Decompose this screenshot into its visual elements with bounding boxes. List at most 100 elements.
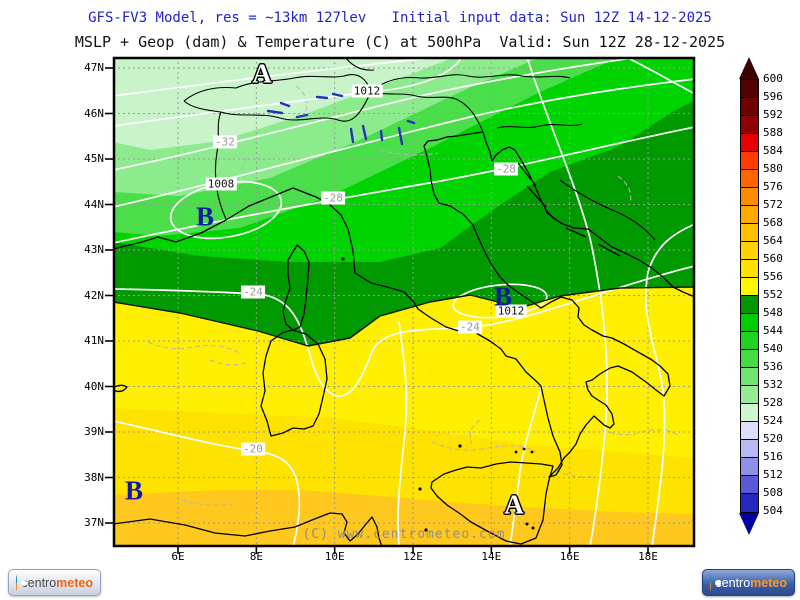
- colorbar-tick-label: 560: [763, 252, 783, 265]
- colorbar-segment: [741, 296, 758, 314]
- geopotential-552-boundary: [113, 286, 695, 347]
- contour-label-pressure: 1012: [351, 84, 383, 98]
- colorbar-segment: [741, 404, 758, 422]
- colorbar-segment: [741, 350, 758, 368]
- lon-label: 16E: [559, 550, 580, 563]
- lat-label: 44N: [84, 197, 104, 211]
- lat-label: 39N: [84, 425, 104, 438]
- coastlines: [113, 57, 695, 547]
- colorbar-tick-label: 552: [763, 288, 783, 301]
- colorbar: [740, 79, 759, 513]
- lon-label: 6E: [171, 550, 185, 563]
- geopotential-fill-layer: [113, 57, 695, 547]
- colorbar-segment: [741, 458, 758, 476]
- colorbar-tick-label: 592: [763, 108, 783, 121]
- chart-subtitle: MSLP + Geop (dam) & Temperature (C) at 5…: [74, 33, 726, 51]
- colorbar-tick-label: 512: [763, 468, 783, 481]
- colorbar-tick-label: 600: [763, 72, 783, 85]
- weather-map: [105, 56, 696, 554]
- colorbar-tick-label: 532: [763, 378, 783, 391]
- lat-label: 41N: [84, 334, 104, 347]
- lat-label: 46N: [84, 106, 104, 120]
- centrometeo-swirl-icon: [710, 574, 726, 591]
- colorbar-arrow-bottom: [739, 513, 759, 535]
- colorbar-segment: [741, 188, 758, 206]
- lat-label: 37N: [84, 516, 104, 529]
- contour-label-temp: -28: [321, 191, 345, 205]
- logo-text-meteo: meteo: [56, 575, 93, 590]
- contour-label-temp: -24: [458, 320, 482, 334]
- colorbar-tick-label: 520: [763, 432, 783, 445]
- contour-label-pressure: 1008: [205, 177, 237, 191]
- colorbar-tick-label: 568: [763, 216, 783, 229]
- lat-label: 38N: [84, 470, 104, 484]
- colorbar-segment: [741, 278, 758, 296]
- centrometeo-logo-left[interactable]: centro meteo: [8, 569, 101, 596]
- colorbar-tick-label: 516: [763, 450, 783, 463]
- colorbar-tick-label: 504: [763, 504, 783, 517]
- colorbar-tick-label: 580: [763, 162, 783, 175]
- low-pressure-marker: B: [124, 475, 144, 506]
- lon-label: 12E: [403, 550, 423, 563]
- lat-label: 42N: [84, 288, 104, 302]
- colorbar-segment: [741, 98, 758, 116]
- colorbar-segment: [741, 422, 758, 440]
- colorbar-segment: [741, 242, 758, 260]
- lat-label: 40N: [84, 379, 104, 393]
- map-border: [112, 56, 696, 548]
- colorbar-tick-label: 540: [763, 342, 783, 355]
- colorbar-tick-label: 584: [763, 144, 783, 157]
- colorbar-tick-label: 572: [763, 198, 783, 211]
- watermark: (C) www.centrometeo.com: [302, 527, 506, 542]
- logo-text-centro: centro: [21, 575, 57, 590]
- colorbar-tick-label: 576: [763, 180, 783, 193]
- colorbar-segment: [741, 170, 758, 188]
- colorbar-tick-label: 596: [763, 90, 783, 103]
- lakes: [266, 92, 416, 146]
- colorbar-segment: [741, 260, 758, 278]
- colorbar-segment: [741, 440, 758, 458]
- colorbar-segment: [741, 224, 758, 242]
- colorbar-segment: [741, 332, 758, 350]
- high-pressure-marker: A: [504, 489, 524, 520]
- centrometeo-logo-right[interactable]: centro meteo: [702, 569, 795, 596]
- model-run-title: GFS-FV3 Model, res = ~13km 127lev Initia…: [88, 10, 712, 26]
- colorbar-tick-label: 548: [763, 306, 783, 319]
- colorbar-tick-label: 564: [763, 234, 783, 247]
- colorbar-tick-label: 588: [763, 126, 783, 139]
- centrometeo-swirl-icon: [16, 574, 32, 591]
- colorbar-segment: [741, 368, 758, 386]
- river-lines: [147, 85, 679, 506]
- colorbar-arrow-top: [739, 57, 759, 79]
- colorbar-segment: [741, 476, 758, 494]
- contour-label-temp: -20: [241, 442, 265, 456]
- axis-ticks: [105, 67, 649, 554]
- colorbar-segment: [741, 314, 758, 332]
- contour-label-temp: -32: [213, 135, 237, 149]
- lat-label: 47N: [84, 61, 104, 74]
- colorbar-segment: [741, 116, 758, 134]
- low-pressure-marker: B: [493, 281, 513, 312]
- colorbar-tick-label: 556: [763, 270, 783, 283]
- lon-label: 14E: [481, 550, 502, 563]
- lon-label: 8E: [249, 550, 263, 563]
- lon-label: 18E: [638, 550, 658, 563]
- colorbar-segment: [741, 80, 758, 98]
- contour-label-temp: -24: [241, 285, 265, 299]
- lat-label: 45N: [84, 152, 104, 165]
- colorbar-tick-label: 508: [763, 486, 783, 499]
- colorbar-tick-label: 536: [763, 360, 783, 373]
- logo-text-centro: centro: [715, 575, 751, 590]
- colorbar-segment: [741, 134, 758, 152]
- low-pressure-marker: B: [195, 201, 215, 232]
- colorbar-tick-label: 528: [763, 396, 783, 409]
- colorbar-segment: [741, 206, 758, 224]
- colorbar-segment: [741, 386, 758, 404]
- colorbar-segment: [741, 152, 758, 170]
- colorbar-tick-label: 524: [763, 414, 783, 427]
- colorbar-segment: [741, 494, 758, 512]
- logo-text-meteo: meteo: [750, 575, 787, 590]
- lon-label: 10E: [324, 550, 345, 563]
- contour-label-temp: -28: [494, 162, 518, 176]
